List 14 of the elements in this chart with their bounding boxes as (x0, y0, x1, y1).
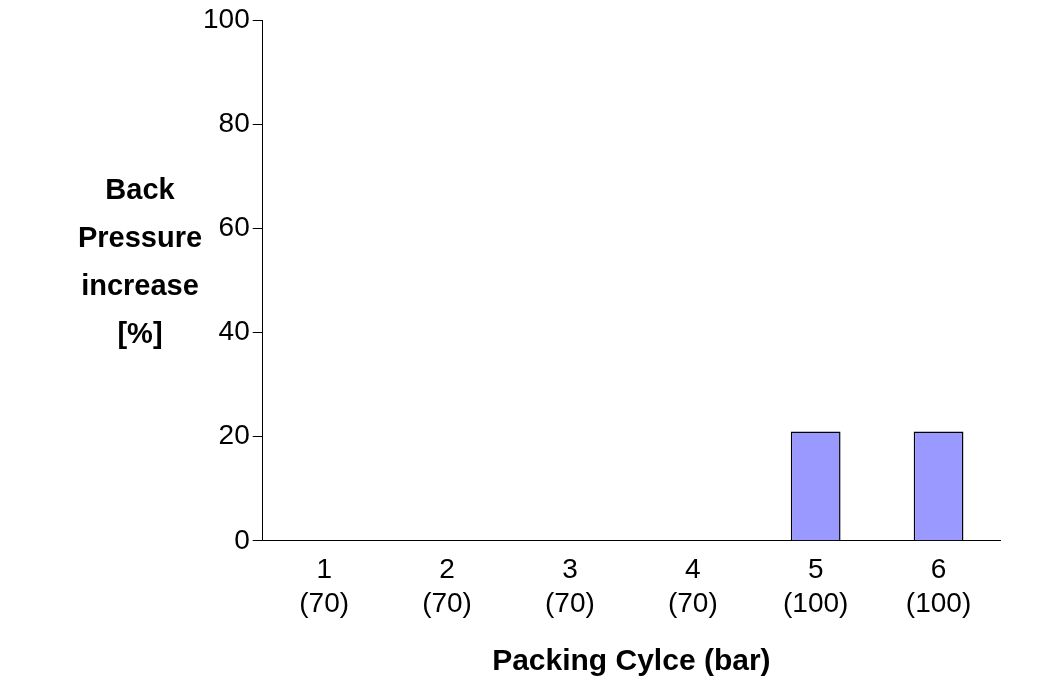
y-tick-label: 60 (218, 211, 250, 243)
x-tick-label: 4 (70) (667, 553, 718, 618)
y-tick-label: 80 (218, 106, 250, 138)
x-tick-label: 1 (70) (299, 553, 350, 618)
x-tick-label: 2 (70) (422, 553, 472, 618)
x-tick-label: 6 (100) (905, 553, 972, 618)
y-tick-label: 0 (234, 523, 250, 555)
x-tick-label: 3 (70) (545, 553, 595, 618)
y-tick-label: 100 (203, 2, 250, 34)
x-axis-title: Packing Cylce (bar) (492, 643, 771, 677)
y-axis-title: Back Pressure increase [%] (76, 172, 204, 351)
y-tick-label: 20 (218, 419, 250, 451)
x-tick-label: 5 (100) (782, 553, 849, 618)
y-tick-label: 40 (218, 315, 250, 347)
